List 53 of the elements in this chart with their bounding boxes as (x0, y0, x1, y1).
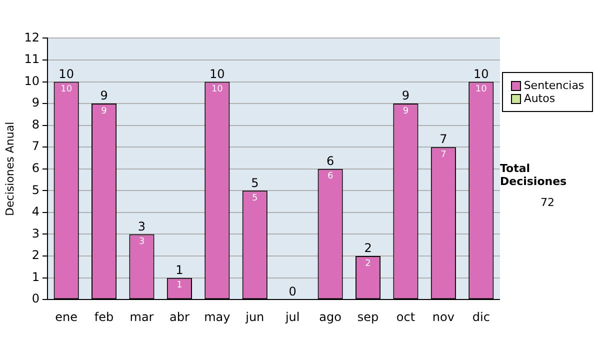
x-tick-label: nov (432, 310, 454, 324)
data-label: 10 (60, 84, 72, 95)
y-tick-label: 10 (24, 74, 40, 88)
y-tick-label: 3 (32, 226, 40, 240)
y-tick-label: 6 (32, 161, 40, 176)
x-tick-label: sep (357, 310, 379, 324)
y-tick-label: 0 (32, 292, 40, 306)
data-label: 10 (211, 84, 224, 95)
x-tick-label: jul (284, 310, 300, 324)
x-tick-label: oct (396, 310, 416, 324)
y-tick-label: 8 (32, 117, 40, 132)
data-label: 7 (440, 150, 446, 160)
total-label: 5 (251, 176, 259, 190)
total-label: 6 (326, 154, 334, 168)
legend-label: Autos (524, 92, 556, 105)
total-label: 9 (402, 88, 410, 103)
total-label: 1 (176, 262, 184, 277)
y-tick-label: 7 (32, 139, 40, 154)
y-tick-label: 1 (32, 270, 40, 284)
data-label: 9 (101, 106, 108, 116)
y-tick-label: 11 (24, 52, 40, 66)
y-tick-label: 12 (24, 30, 40, 44)
x-tick-label: ene (55, 310, 78, 324)
data-label: 5 (252, 194, 258, 204)
total-label: 0 (288, 284, 296, 299)
total-label: 10 (210, 66, 225, 81)
x-tick-label: may (204, 310, 230, 324)
text: 72 (540, 196, 554, 209)
y-tick-label: 4 (32, 204, 40, 219)
total-label: 7 (440, 132, 448, 146)
annotation: Total Decisiones (500, 162, 568, 188)
data-label: 2 (365, 258, 371, 269)
data-label: 9 (402, 106, 409, 116)
data-label: 3 (138, 237, 145, 248)
y-axis-title: Decisiones Anual (3, 122, 16, 216)
y-tick-label: 5 (32, 182, 40, 197)
data-label: 1 (176, 280, 182, 291)
x-tick-label: jun (244, 310, 264, 324)
total-label: 2 (364, 241, 372, 256)
x-tick-label: mar (130, 310, 154, 324)
x-tick-label: dic (472, 310, 490, 324)
total-label: 3 (138, 219, 146, 234)
x-tick-label: abr (170, 310, 190, 324)
y-tick-label: 2 (32, 248, 40, 262)
data-label: 10 (475, 84, 488, 95)
legend-label: Sentencias (524, 79, 584, 92)
total-label: 10 (474, 66, 489, 81)
total-label: 10 (58, 66, 74, 81)
x-tick-label: ago (319, 310, 342, 324)
x-tick-label: feb (94, 310, 114, 324)
total-label: 9 (100, 88, 108, 103)
data-label: 6 (327, 172, 334, 182)
y-tick-label: 9 (32, 96, 40, 110)
